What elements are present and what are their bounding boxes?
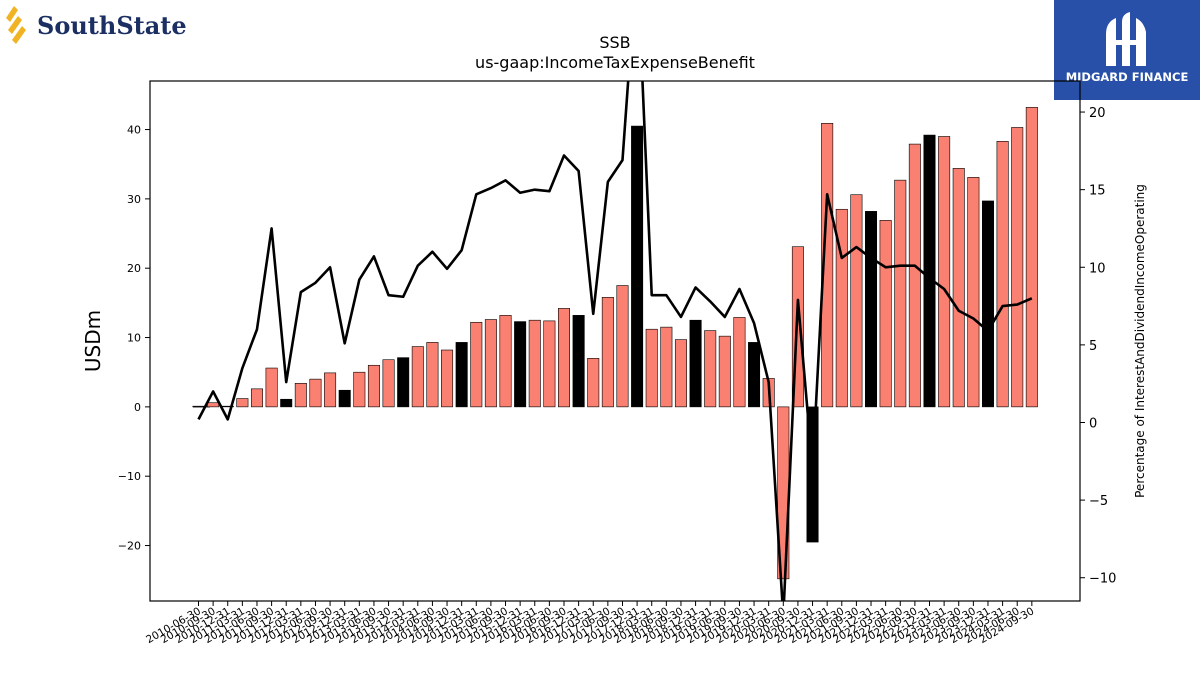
bar-2023-09-30 <box>967 177 980 408</box>
y-tick-label: 10 <box>127 332 141 345</box>
y2-tick-label: 0 <box>1089 416 1097 431</box>
bar-2022-06-30 <box>894 179 907 408</box>
bar-2019-09-30 <box>733 317 746 408</box>
bar-2010-06-30 <box>192 405 205 408</box>
bar-2023-06-30 <box>952 168 965 408</box>
bar-2021-03-31 <box>821 122 834 408</box>
bar-2017-06-30 <box>601 297 614 408</box>
axes-layer <box>149 80 1081 602</box>
southstate-logo-text: SouthState <box>37 11 187 40</box>
bar-2021-09-30 <box>850 194 863 408</box>
chart-subtitle: us-gaap:IncomeTaxExpenseBenefit <box>475 53 755 72</box>
bar-2016-09-30 <box>557 308 570 408</box>
bar-2011-06-30 <box>250 388 263 408</box>
bar-2016-03-31 <box>528 319 541 408</box>
bar-2015-06-30 <box>484 319 497 408</box>
bars-layer <box>192 107 1038 580</box>
bar-2024-03-31 <box>996 141 1009 408</box>
bar-2017-03-31 <box>587 358 600 408</box>
y2-tick-label: 10 <box>1089 261 1106 276</box>
plot-frame <box>149 80 1081 602</box>
midgard-logo-text: MIDGARD FINANCE <box>1066 70 1189 84</box>
bar-2019-06-30 <box>718 335 731 408</box>
bar-2019-03-31 <box>704 330 717 408</box>
bar-2022-09-30 <box>908 143 921 408</box>
bar-2017-09-30 <box>616 285 629 408</box>
bar-2020-12-31 <box>806 406 819 543</box>
bar-2014-09-30 <box>441 349 454 408</box>
midgard-finance-logo: MIDGARD FINANCE <box>1054 0 1200 100</box>
bar-2016-12-31 <box>572 315 585 408</box>
bar-2022-12-31 <box>923 134 936 408</box>
bar-2011-12-31 <box>280 398 293 408</box>
midgard-logo-mark: MIDGARD FINANCE <box>1066 12 1189 84</box>
bar-2019-12-31 <box>748 342 761 408</box>
bar-2012-12-31 <box>338 389 351 408</box>
bar-2012-06-30 <box>309 378 322 408</box>
bar-2024-06-30 <box>1011 127 1024 408</box>
bar-2015-03-31 <box>470 321 483 408</box>
y2-tick-label: 15 <box>1089 184 1106 199</box>
bar-2018-12-31 <box>689 319 702 408</box>
bar-2018-09-30 <box>674 339 687 408</box>
bar-2014-06-30 <box>426 342 439 408</box>
bar-2018-06-30 <box>660 326 673 408</box>
ticks-layer: −20−10010203040−10−5051015202010-06-3020… <box>118 106 1117 646</box>
bar-2013-06-30 <box>367 364 380 408</box>
bar-2013-03-31 <box>353 371 366 408</box>
y-tick-label: 40 <box>127 124 141 137</box>
y-tick-label: −20 <box>118 540 141 553</box>
bar-2018-03-31 <box>645 328 658 408</box>
bar-2011-09-30 <box>265 367 278 408</box>
y2-tick-label: 20 <box>1089 106 1106 121</box>
bar-2014-12-31 <box>455 342 468 408</box>
bar-2023-12-31 <box>981 200 994 408</box>
bar-2013-09-30 <box>382 359 395 408</box>
southstate-logo: SouthState <box>6 6 187 44</box>
pct-line <box>197 81 1033 601</box>
y2-tick-label: −10 <box>1089 572 1116 587</box>
chart-title: SSB <box>599 33 630 52</box>
bar-2011-03-31 <box>236 398 249 408</box>
bar-2021-06-30 <box>835 208 848 408</box>
southstate-logo-mark <box>6 6 26 44</box>
bar-2015-09-30 <box>499 315 512 408</box>
y-tick-label: −10 <box>118 470 141 483</box>
bar-2012-03-31 <box>294 382 307 408</box>
bar-2013-12-31 <box>397 357 410 408</box>
bar-2022-03-31 <box>879 220 892 408</box>
y2-axis-label: Percentage of InterestAndDividendIncomeO… <box>1133 184 1147 498</box>
bar-2024-09-30 <box>1025 107 1038 408</box>
y2-tick-label: −5 <box>1089 494 1108 509</box>
bar-2016-06-30 <box>543 320 556 408</box>
bar-2017-12-31 <box>631 125 644 408</box>
y-tick-label: 0 <box>134 401 141 414</box>
bar-2010-09-30 <box>207 402 220 408</box>
bar-2012-09-30 <box>324 372 337 408</box>
y2-tick-label: 5 <box>1089 339 1097 354</box>
bar-2014-03-31 <box>411 346 424 408</box>
bar-2023-03-31 <box>938 136 951 408</box>
line-layer <box>197 81 1033 601</box>
bar-2015-12-31 <box>514 321 527 408</box>
bar-2021-12-31 <box>865 211 878 408</box>
y-axis-label: USDm <box>81 310 105 372</box>
y-tick-label: 20 <box>127 262 141 275</box>
y-tick-label: 30 <box>127 193 141 206</box>
